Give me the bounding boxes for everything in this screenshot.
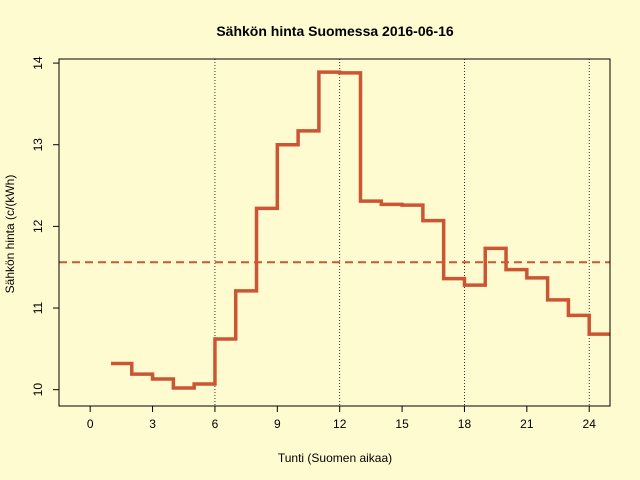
plot-frame bbox=[58, 58, 611, 407]
x-tick-label-6: 6 bbox=[212, 417, 219, 431]
y-tick-label-10: 10 bbox=[31, 383, 45, 397]
x-axis-label: Tunti (Suomen aikaa) bbox=[278, 451, 392, 465]
x-tick-label-9: 9 bbox=[274, 417, 281, 431]
x-tick-label-21: 21 bbox=[520, 417, 534, 431]
chart-title: Sähkön hinta Suomessa 2016-06-16 bbox=[216, 23, 454, 39]
y-tick-label-11: 11 bbox=[31, 301, 45, 314]
y-tick-label-12: 12 bbox=[31, 219, 45, 233]
x-tick-label-0: 0 bbox=[87, 417, 94, 431]
y-axis: 10 11 12 13 14 bbox=[31, 56, 59, 396]
series-line-0 bbox=[110, 70, 610, 390]
y-tick-label-14: 14 bbox=[31, 56, 45, 70]
vertical-reference-lines bbox=[214, 59, 590, 406]
x-tick-label-18: 18 bbox=[458, 417, 472, 431]
x-axis: 0 3 6 9 12 15 18 21 24 bbox=[87, 406, 596, 431]
series-layer bbox=[110, 70, 610, 390]
x-tick-label-3: 3 bbox=[149, 417, 156, 431]
y-tick-label-13: 13 bbox=[31, 138, 45, 152]
x-tick-label-24: 24 bbox=[583, 417, 597, 431]
y-axis-label: Sähkön hinta (c/(kWh) bbox=[3, 175, 17, 294]
x-tick-label-15: 15 bbox=[395, 417, 409, 431]
x-tick-label-12: 12 bbox=[333, 417, 347, 431]
